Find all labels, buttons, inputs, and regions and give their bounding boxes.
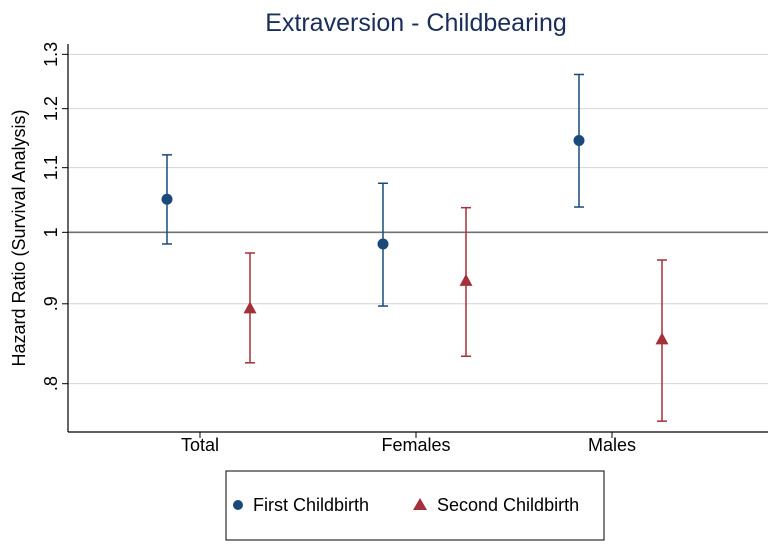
legend-marker-second-childbirth: [413, 498, 427, 510]
point-second-childbirth: [459, 273, 473, 286]
legend-box: [225, 470, 605, 541]
y-tick-label: 1.2: [41, 96, 61, 121]
y-axis-ticks: .8 .9 1 1.1 1.2 1.3: [41, 42, 68, 391]
x-tick-label: Females: [381, 435, 450, 455]
y-tick-label: .9: [41, 296, 61, 311]
x-tick-label: Males: [588, 435, 636, 455]
grid-lines: [68, 53, 768, 385]
data-marks: [161, 73, 669, 422]
y-tick-label: 1.3: [41, 42, 61, 67]
point-first-childbirth: [377, 238, 389, 250]
point-second-childbirth: [655, 332, 669, 345]
y-tick-label: 1.1: [41, 155, 61, 180]
chart-title: Extraversion - Childbearing: [265, 9, 567, 37]
point-second-childbirth: [243, 301, 257, 314]
y-tick-label: .8: [41, 376, 61, 391]
y-axis-label: Hazard Ratio (Survival Analysis): [9, 109, 29, 366]
x-tick-label: Total: [181, 435, 219, 455]
point-first-childbirth: [573, 134, 585, 146]
y-tick-label: 1: [41, 227, 61, 237]
point-first-childbirth: [161, 193, 173, 205]
legend-marker-first-childbirth: [233, 500, 243, 510]
legend: First Childbirth Second Childbirth: [225, 470, 605, 541]
legend-label-second-childbirth: Second Childbirth: [437, 495, 579, 515]
legend-label-first-childbirth: First Childbirth: [253, 495, 369, 515]
x-axis-ticks: Total Females Males: [181, 432, 636, 455]
